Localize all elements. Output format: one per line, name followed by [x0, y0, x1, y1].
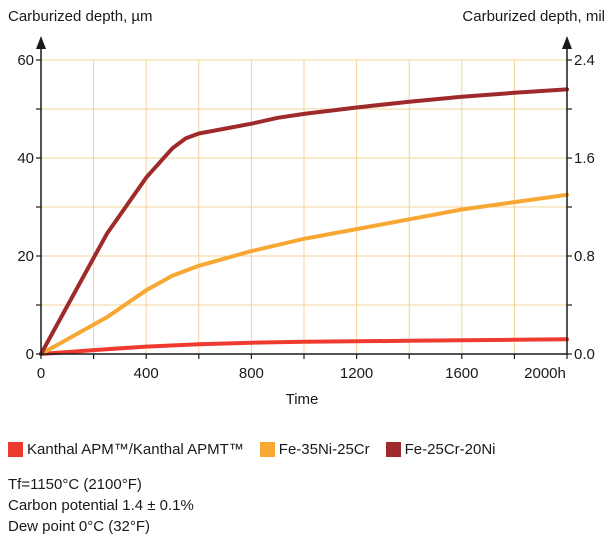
legend-item-fe-25cr-20ni: Fe-25Cr-20Ni — [385, 441, 496, 458]
x-tick-label: 0 — [37, 365, 45, 382]
y-axis-arrow-left — [36, 36, 46, 49]
y-tick-label-right: 0.8 — [574, 248, 595, 265]
legend-label-fe-35ni-25cr: Fe-35Ni-25Cr — [278, 441, 370, 458]
legend-label-fe-25cr-20ni: Fe-25Cr-20Ni — [404, 441, 496, 458]
legend: Kanthal APM™/Kanthal APMT™ Fe-35Ni-25Cr … — [8, 441, 496, 458]
axes — [36, 36, 572, 359]
x-axis-label: Time — [286, 391, 319, 408]
legend-item-fe-35ni-25cr: Fe-35Ni-25Cr — [259, 441, 370, 458]
legend-item-kanthal: Kanthal APM™/Kanthal APMT™ — [8, 441, 244, 458]
y-tick-label-right: 0.0 — [574, 346, 595, 363]
legend-label-kanthal: Kanthal APM™/Kanthal APMT™ — [27, 441, 244, 458]
x-tick-label: 800 — [239, 365, 264, 382]
y-axis-label-left: Carburized depth, µm — [8, 8, 153, 25]
y-axis-arrow-right — [562, 36, 572, 49]
note-temperature: Tf=1150°C (2100°F) — [8, 476, 142, 493]
tick-labels: 0 400 800 1200 1600 2000h 0 20 40 60 0.0 0.8 1.6 2.4 — [17, 52, 595, 382]
x-tick-label: 400 — [134, 365, 159, 382]
y-tick-label-left: 60 — [17, 52, 34, 69]
y-tick-label-right: 1.6 — [574, 150, 595, 167]
legend-swatch-fe-25cr-20ni — [385, 442, 401, 457]
series-lines — [39, 87, 569, 356]
series-line-1 — [39, 192, 569, 356]
note-carbon-potential: Carbon potential 1.4 ± 0.1% — [8, 497, 194, 514]
carburized-depth-chart: 0 400 800 1200 1600 2000h02040600.00.81.62.4 … — [8, 8, 605, 408]
test-conditions: Tf=1150°C (2100°F) Carbon potential 1.4 … — [8, 474, 194, 537]
legend-swatch-kanthal — [8, 442, 23, 457]
y-tick-label-left: 0 — [26, 346, 34, 363]
y-axis-label-right: Carburized depth, mil — [462, 8, 605, 25]
x-tick-label: 2000h — [524, 365, 566, 382]
y-tick-label-left: 40 — [17, 150, 34, 167]
series-line-0 — [39, 337, 569, 356]
x-tick-label: 1200 — [340, 365, 373, 382]
x-tick-label: 1600 — [445, 365, 478, 382]
y-tick-label-right: 2.4 — [574, 52, 595, 69]
legend-swatch-fe-35ni-25cr — [259, 442, 275, 457]
y-tick-label-left: 20 — [17, 248, 34, 265]
series-line-2 — [39, 87, 569, 356]
note-dew-point: Dew point 0°C (32°F) — [8, 518, 151, 535]
